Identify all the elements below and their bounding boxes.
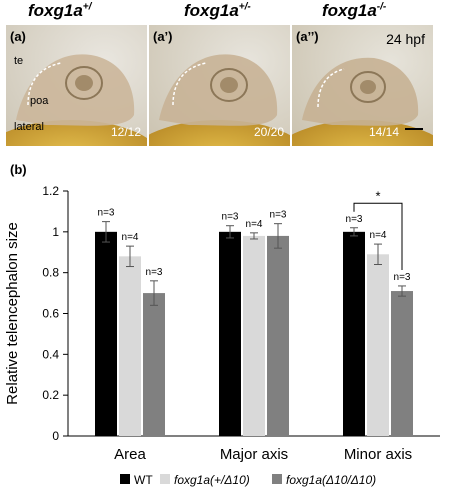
y-tick-label: 1.2: [42, 184, 59, 198]
y-axis-label: Relative telencephalon size: [4, 222, 21, 405]
legend-swatch: [160, 474, 170, 484]
embryo-image: [292, 25, 433, 146]
poa-label: poa: [30, 95, 49, 107]
n-label: n=4: [122, 232, 139, 243]
stage-label: 24 hpf: [386, 31, 425, 47]
x-category-label: Major axis: [220, 446, 288, 463]
panel-label: (a): [10, 29, 26, 44]
bar: [391, 291, 413, 436]
bar: [143, 293, 165, 436]
legend-swatch: [120, 474, 130, 484]
embryo-count: 20/20: [253, 125, 284, 139]
view-label: lateral: [14, 121, 44, 133]
bar: [367, 254, 389, 436]
n-label: n=3: [394, 272, 411, 283]
y-tick-label: 1: [52, 225, 59, 239]
embryo-photo-wt: (a) te poa lateral 12/12: [6, 25, 147, 146]
bar: [343, 231, 365, 436]
x-category-label: Area: [114, 446, 146, 463]
n-label: n=3: [98, 208, 115, 219]
bars: n=3 n=4 n=3 Area n=3 n=4 n=3 Major axis n=3 n=4 n=…: [95, 188, 413, 463]
legend-label: WT: [134, 473, 153, 487]
legend-label: foxg1a(+/Δ10): [174, 473, 250, 487]
x-category-label: Minor axis: [344, 446, 412, 463]
embryo-count: 14/14: [368, 125, 399, 139]
y-tick-label: 0.8: [42, 266, 59, 280]
legend: WT foxg1a(+/Δ10) foxg1a(Δ10/Δ10): [120, 473, 376, 487]
y-tick-label: 0.4: [42, 347, 59, 361]
scale-bar: [405, 128, 423, 130]
significance-label: *: [375, 188, 380, 203]
y-tick-label: 0: [52, 429, 59, 443]
te-label: te: [14, 55, 24, 67]
n-label: n=3: [146, 267, 163, 278]
y-tick-label: 0.6: [42, 307, 59, 321]
embryo-image: [149, 25, 290, 146]
genotype-heading-mut: foxg1a-/-: [322, 1, 387, 20]
n-label: n=3: [270, 210, 287, 221]
panel-label: (a’): [153, 29, 173, 44]
n-label: n=4: [370, 230, 387, 241]
bar: [219, 231, 241, 436]
bar: [267, 235, 289, 436]
chart-panel-label: (b): [10, 162, 27, 177]
significance-bracket: [353, 202, 403, 270]
embryo-image: [6, 25, 147, 146]
legend-swatch: [272, 474, 282, 484]
panel-label: (a’’): [296, 29, 319, 44]
n-label: n=3: [346, 214, 363, 225]
bar: [243, 235, 265, 436]
y-tick-label: 0.2: [42, 388, 59, 402]
genotype-heading-het: foxg1a+/-: [184, 1, 251, 20]
genotype-heading-wt: foxg1a+/: [28, 1, 92, 20]
embryo-photo-het: (a’) 20/20: [149, 25, 290, 146]
n-label: n=3: [222, 212, 239, 223]
bar-chart: (b) Relative telencephalon size 0 0.2 0.4 0…: [4, 162, 440, 487]
legend-label: foxg1a(Δ10/Δ10): [286, 473, 376, 487]
bar: [119, 256, 141, 436]
bar: [95, 231, 117, 436]
embryo-count: 12/12: [110, 125, 141, 139]
embryo-photo-mut: (a’’) 24 hpf 14/14: [292, 25, 433, 146]
n-label: n=4: [246, 219, 263, 230]
